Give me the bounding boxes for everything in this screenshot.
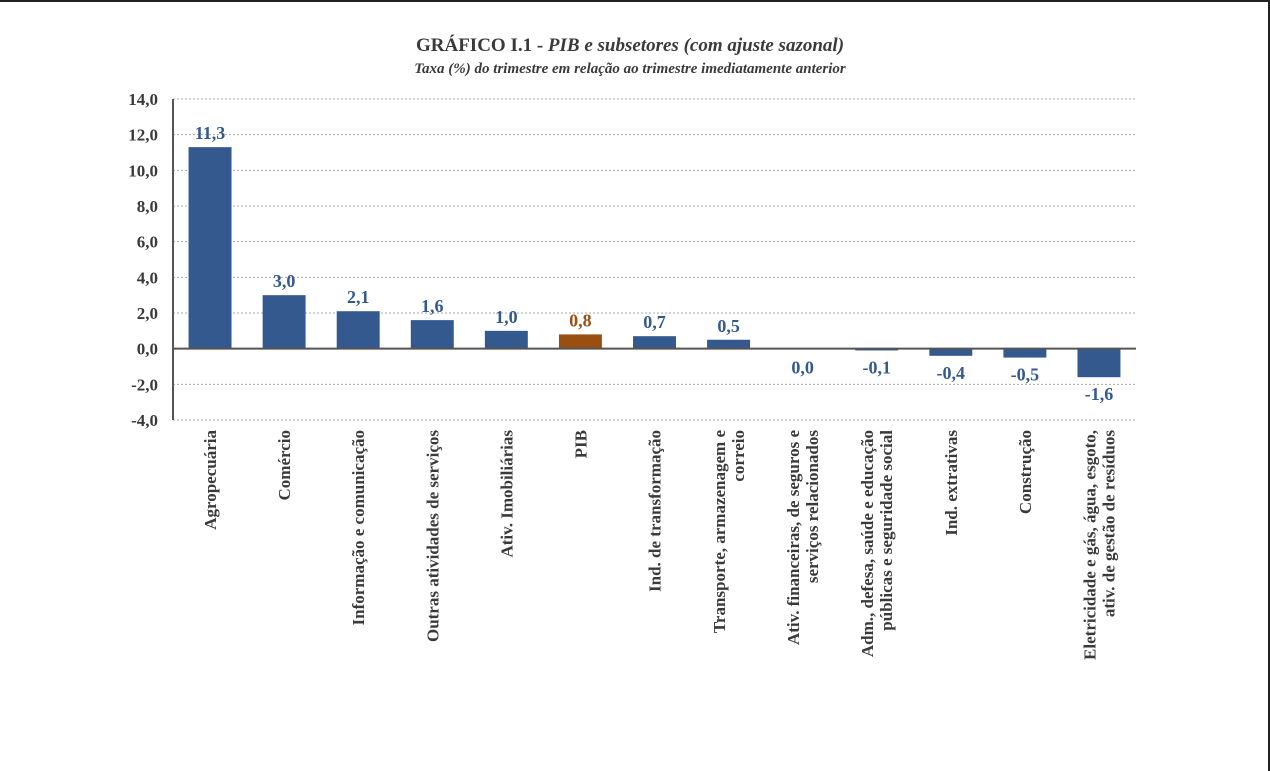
bar <box>410 320 454 349</box>
top-border-rule <box>0 0 1270 2</box>
x-category-label: Eletricidade e gás, água, esgoto,ativ. d… <box>1080 430 1118 660</box>
x-category-label-line: Comércio <box>275 430 294 501</box>
x-category-label-line: correio <box>729 430 748 482</box>
data-label: 1,0 <box>495 307 518 327</box>
y-tick-label: 6,0 <box>137 233 158 252</box>
y-tick-label: -2,0 <box>131 375 158 394</box>
y-tick-label: 8,0 <box>137 197 158 216</box>
data-labels: 11,3 3,0 2,1 1,6 1,0 0,8 0,7 0,5 0,0 -0,1 -0,4 -0,5… <box>195 123 1113 404</box>
x-category-label: Informação e comunicação <box>349 430 368 625</box>
x-axis-category-labels: Agropecuária Comércio Informação e comunic… <box>201 430 1118 660</box>
x-category-label-line: Adm., defesa, saúde e educação <box>858 430 877 657</box>
x-category-label-line: Ind. extrativas <box>942 430 961 536</box>
data-label: 0,5 <box>717 316 740 336</box>
x-category-label-line: Ativ. financeiras, de seguros e <box>784 430 803 645</box>
axes <box>172 99 1136 420</box>
x-category-label: Ativ. financeiras, de seguros eserviços … <box>784 430 822 645</box>
right-border-rule <box>1268 0 1270 771</box>
chart-title: GRÁFICO I.1 - PIB e subsetores (com ajus… <box>416 34 844 56</box>
x-category-label-line: Eletricidade e gás, água, esgoto, <box>1080 430 1099 660</box>
bar <box>558 334 602 349</box>
bar <box>1077 348 1121 378</box>
y-tick-label: 0,0 <box>137 340 158 359</box>
x-category-label: Transporte, armazenagem ecorreio <box>710 430 748 634</box>
data-label: 2,1 <box>347 287 370 307</box>
x-category-label-line: Construção <box>1016 430 1035 514</box>
bar <box>1003 348 1047 358</box>
data-label: 11,3 <box>195 123 226 143</box>
x-category-label-line: Outras atividades de serviços <box>423 430 442 642</box>
gridlines <box>173 98 1136 421</box>
bar <box>484 330 528 349</box>
x-category-label-line: PIB <box>571 430 590 458</box>
bar <box>336 311 380 349</box>
data-label: -0,1 <box>862 357 891 377</box>
x-category-label-line: ativ. de gestão de resíduos <box>1099 430 1118 618</box>
data-label: 1,6 <box>421 296 444 316</box>
x-category-label: Construção <box>1016 430 1035 514</box>
x-category-label: PIB <box>571 430 590 458</box>
x-category-label: Adm., defesa, saúde e educaçãopúblicas e… <box>858 430 896 657</box>
x-category-label-line: Transporte, armazenagem e <box>710 430 729 634</box>
y-tick-label: 10,0 <box>128 161 158 180</box>
x-category-label-line: serviços relacionados <box>803 430 822 584</box>
data-label: 0,8 <box>569 310 592 330</box>
y-tick-label: 14,0 <box>128 90 158 109</box>
bar <box>707 339 751 349</box>
x-category-label: Ativ. Imobiliárias <box>497 430 516 558</box>
data-label: 0,0 <box>791 358 814 378</box>
x-category-label: Agropecuária <box>201 430 220 530</box>
bar <box>633 336 676 349</box>
data-label: -0,5 <box>1011 365 1040 385</box>
y-tick-label: 2,0 <box>137 304 158 323</box>
x-category-label: Comércio <box>275 430 294 501</box>
bar <box>188 147 232 349</box>
chart-title-prefix: GRÁFICO I.1 - <box>416 34 548 56</box>
data-label: -0,4 <box>937 363 966 383</box>
x-category-label-line: Informação e comunicação <box>349 430 368 625</box>
data-label: 0,7 <box>643 312 666 332</box>
bar <box>929 348 973 356</box>
chart-title-main: PIB e subsetores (com ajuste sazonal) <box>547 35 844 56</box>
data-label: -1,6 <box>1085 384 1114 404</box>
y-tick-label: 12,0 <box>128 126 158 145</box>
x-category-label-line: Agropecuária <box>201 430 220 530</box>
bar <box>262 295 306 349</box>
x-category-label-line: públicas e seguridade social <box>877 430 896 631</box>
x-category-label: Ind. de transformação <box>646 430 665 592</box>
y-tick-label: -4,0 <box>131 411 158 430</box>
x-category-label-line: Ind. de transformação <box>646 430 665 592</box>
x-category-label: Ind. extrativas <box>942 430 961 536</box>
data-label: 3,0 <box>273 271 296 291</box>
bars <box>188 147 1121 378</box>
chart-subtitle: Taxa (%) do trimestre em relação ao trim… <box>414 61 846 77</box>
x-category-label: Outras atividades de serviços <box>423 430 442 642</box>
x-category-label-line: Ativ. Imobiliárias <box>497 430 516 558</box>
y-axis-tick-labels: 14,0 12,0 10,0 8,0 6,0 4,0 2,0 0,0 -2,0 -4,0 <box>128 90 158 430</box>
y-tick-label: 4,0 <box>137 268 158 287</box>
